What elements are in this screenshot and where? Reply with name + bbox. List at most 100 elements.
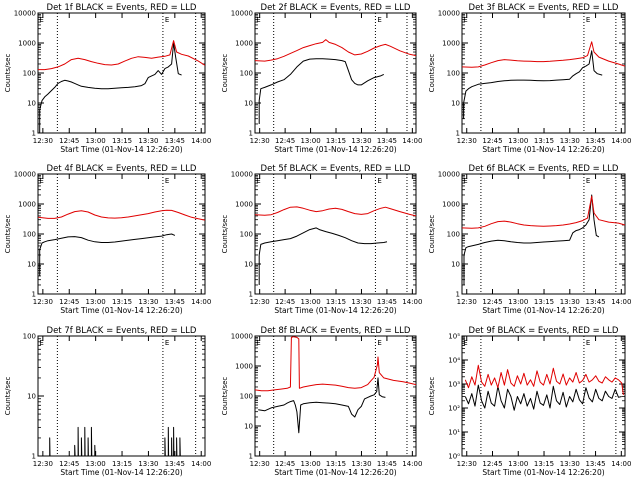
- x-tick-label: 14:00: [402, 460, 422, 468]
- y-tick-label: 1: [456, 291, 460, 299]
- x-tick-label: 12:30: [250, 137, 270, 145]
- y-tick-label: 1: [249, 130, 253, 138]
- x-tick-label: 14:00: [191, 137, 211, 145]
- y-axis-label: Counts/sec: [221, 377, 229, 416]
- x-tick-label: 13:45: [377, 460, 397, 468]
- y-tick-label: 10000: [14, 171, 36, 179]
- y-axis-label: Counts/sec: [428, 54, 436, 93]
- x-tick-label: 14:00: [611, 298, 631, 306]
- x-tick-label: 13:00: [300, 137, 320, 145]
- chart-panel: Det 6f BLACK = Events, RED = LLD 1 10 100 10…: [428, 164, 631, 315]
- x-axis-label: Start Time (01-Nov-14 12:26:20): [60, 145, 182, 154]
- plot-frame: [254, 335, 417, 457]
- x-tick-label: 13:30: [560, 137, 580, 145]
- y-tick-label: 1000: [442, 201, 460, 209]
- y-tick-label: 10000: [14, 10, 36, 18]
- x-tick-label: 13:45: [377, 298, 397, 306]
- x-tick-label: 13:45: [165, 460, 185, 468]
- x-tick-label: 13:00: [300, 460, 320, 468]
- plot-frame: [461, 12, 626, 134]
- y-tick-label: 1: [32, 130, 36, 138]
- y-tick-label: 10000: [438, 10, 460, 18]
- x-tick-label: 12:30: [457, 298, 477, 306]
- chart-panel: Det 3f BLACK = Events, RED = LLD 1 10 100 10…: [428, 3, 631, 154]
- chart-title: Det 4f BLACK = Events, RED = LLD: [47, 164, 197, 174]
- x-tick-label: 13:00: [86, 137, 106, 145]
- x-tick-label: 13:45: [165, 298, 185, 306]
- y-tick-label: 1: [32, 453, 36, 461]
- lld-series-line: [255, 336, 416, 392]
- x-tick-label: 13:00: [300, 298, 320, 306]
- y-axis-label: Counts/sec: [428, 215, 436, 254]
- x-tick-label: 12:45: [59, 137, 79, 145]
- y-axis-label: Counts/sec: [428, 377, 436, 416]
- y-tick-label: 10: [244, 261, 253, 269]
- plot-data: [462, 41, 625, 119]
- chart-title: Det 7f BLACK = Events, RED = LLD: [47, 326, 197, 336]
- x-axis-label: Start Time (01-Nov-14 12:26:20): [60, 306, 182, 315]
- x-tick-label: 13:00: [86, 298, 106, 306]
- lld-series-line: [462, 195, 625, 229]
- plot-frame: [37, 173, 206, 295]
- x-axis-label: Start Time (01-Nov-14 12:26:20): [274, 145, 396, 154]
- event-marker-label: E: [377, 16, 381, 24]
- y-tick-label: 1: [249, 453, 253, 461]
- y-tick-label: 10: [244, 423, 253, 431]
- x-tick-label: 12:45: [275, 137, 295, 145]
- x-tick-label: 13:45: [165, 137, 185, 145]
- lld-series-line: [38, 209, 205, 221]
- y-tick-label: 10¹: [448, 429, 460, 437]
- events-series-line: [463, 194, 600, 285]
- events-series-line: [258, 377, 386, 434]
- y-tick-label: 10000: [231, 10, 253, 18]
- y-tick-label: 100: [240, 70, 253, 78]
- x-tick-label: 13:15: [112, 298, 132, 306]
- x-tick-label: 14:00: [611, 137, 631, 145]
- x-tick-label: 13:00: [508, 298, 528, 306]
- events-series-line: [463, 50, 603, 119]
- chart-panel: Det 2f BLACK = Events, RED = LLD 1 10 100 10…: [221, 3, 422, 154]
- y-tick-label: 1000: [235, 201, 253, 209]
- x-tick-label: 13:15: [534, 460, 554, 468]
- x-tick-label: 13:00: [86, 460, 106, 468]
- x-tick-label: 13:30: [351, 460, 371, 468]
- y-tick-label: 1: [456, 130, 460, 138]
- events-series-line: [39, 233, 176, 276]
- y-tick-label: 1000: [18, 201, 36, 209]
- y-tick-label: 1000: [235, 40, 253, 48]
- y-tick-label: 10⁵: [448, 333, 460, 341]
- x-tick-label: 13:30: [351, 137, 371, 145]
- event-marker-label: E: [586, 177, 590, 185]
- event-marker-label: E: [39, 177, 43, 185]
- event-marker-label: E: [463, 16, 467, 24]
- chart-title: Det 6f BLACK = Events, RED = LLD: [469, 164, 619, 174]
- plot-data: [255, 336, 416, 434]
- event-marker-label: E: [586, 339, 590, 347]
- chart-title: Det 2f BLACK = Events, RED = LLD: [261, 3, 411, 13]
- event-marker-label: E: [165, 339, 169, 347]
- y-tick-label: 100: [23, 333, 36, 341]
- lld-series-line: [38, 40, 205, 71]
- y-tick-label: 10⁴: [448, 357, 460, 365]
- x-axis-label: Start Time (01-Nov-14 12:26:20): [482, 306, 604, 315]
- y-tick-label: 100: [23, 70, 36, 78]
- x-axis-label: Start Time (01-Nov-14 12:26:20): [482, 145, 604, 154]
- x-tick-label: 13:45: [377, 137, 397, 145]
- x-tick-label: 13:15: [534, 298, 554, 306]
- x-tick-label: 14:00: [402, 137, 422, 145]
- plot-frame: [254, 12, 417, 134]
- lld-series-line: [464, 364, 624, 395]
- plot-data: [38, 40, 205, 133]
- event-marker-label: E: [256, 177, 260, 185]
- x-tick-label: 13:30: [351, 298, 371, 306]
- events-series-line: [49, 426, 181, 456]
- y-tick-label: 10: [451, 100, 460, 108]
- y-tick-label: 1: [32, 291, 36, 299]
- x-tick-label: 12:45: [275, 298, 295, 306]
- x-tick-label: 13:15: [326, 460, 346, 468]
- event-marker-label: E: [165, 177, 169, 185]
- x-tick-label: 12:30: [33, 298, 53, 306]
- x-axis-label: Start Time (01-Nov-14 12:26:20): [274, 306, 396, 315]
- chart-panel: Det 9f BLACK = Events, RED = LLD 10⁰ 10¹ 10…: [428, 326, 631, 477]
- y-axis-label: Counts/sec: [4, 215, 12, 254]
